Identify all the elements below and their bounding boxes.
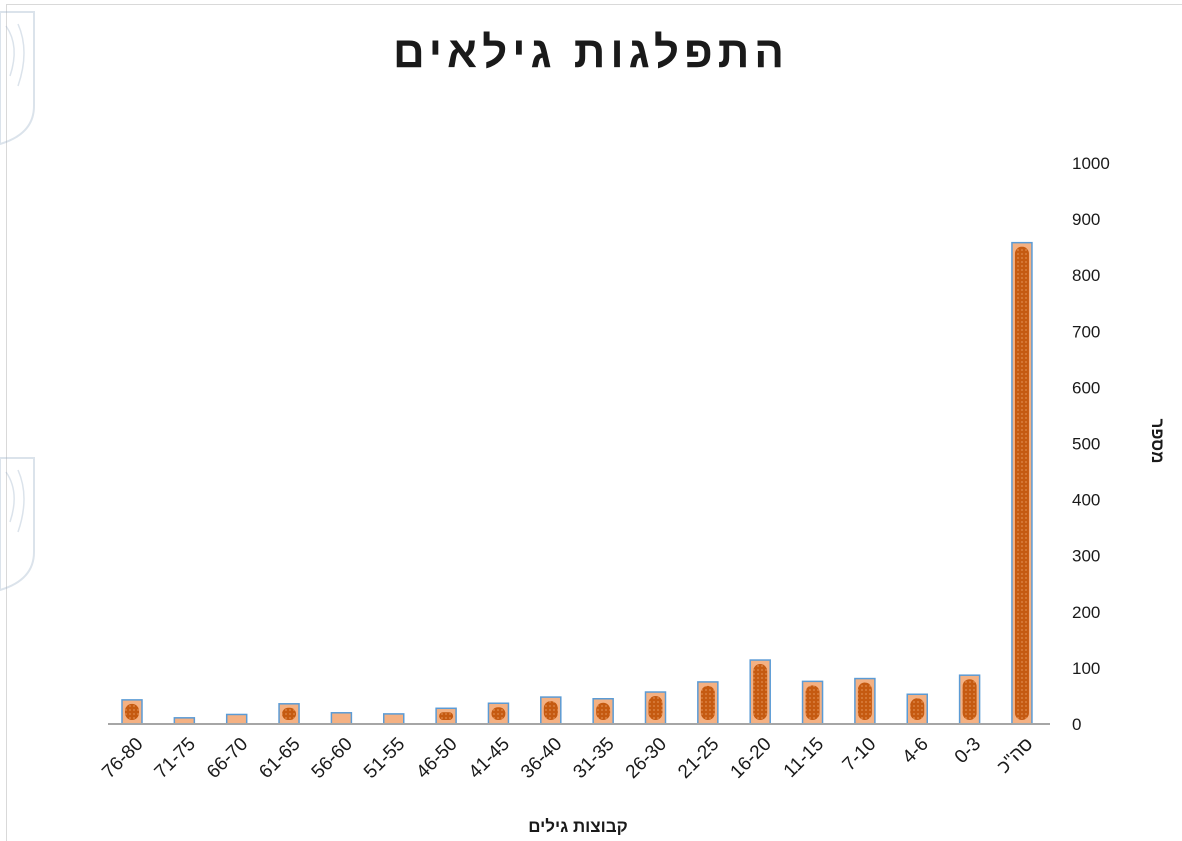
x-tick-label: 76-80 — [98, 734, 147, 783]
bar-inner-fill — [805, 685, 820, 720]
bar-inner-fill — [857, 682, 872, 720]
x-tick-label: 51-55 — [360, 734, 409, 783]
bar-inner-fill — [910, 698, 925, 720]
y-tick-label: 100 — [1072, 659, 1100, 678]
x-tick-label: 16-20 — [727, 734, 776, 783]
y-tick-label: 1000 — [1072, 154, 1110, 173]
x-tick-label: 56-60 — [308, 734, 357, 783]
x-tick-label: 7-10 — [839, 734, 881, 776]
y-tick-label: 300 — [1072, 547, 1100, 566]
bar-inner-fill — [596, 702, 611, 720]
y-axis-label: מספר — [1148, 419, 1167, 464]
x-tick-label: 11-15 — [780, 734, 828, 782]
y-tick-label: 200 — [1072, 603, 1100, 622]
bar-inner-fill — [700, 685, 715, 720]
x-axis-label: קבוצות גילים — [528, 817, 628, 836]
x-tick-label: 41-45 — [465, 734, 514, 783]
emblem-watermark — [0, 457, 35, 592]
y-tick-label: 500 — [1072, 435, 1100, 454]
bar — [330, 712, 353, 725]
y-tick-label: 0 — [1072, 715, 1081, 734]
y-tick-label: 400 — [1072, 491, 1100, 510]
x-tick-label: 21-25 — [674, 734, 723, 783]
x-tick-label: סה"כ — [994, 734, 1038, 778]
chart-title: התפלגות גילאים — [392, 28, 790, 77]
bar-inner-fill — [491, 707, 506, 720]
x-tick-label: 66-70 — [203, 734, 252, 783]
bar-inner-fill — [1014, 246, 1029, 721]
x-tick-label: 0-3 — [951, 734, 985, 768]
bar-inner-fill — [282, 707, 297, 720]
chart-frame — [6, 4, 1182, 841]
x-tick-label: 71-75 — [151, 734, 200, 783]
bar-inner-fill — [439, 712, 454, 720]
x-tick-label: 31-35 — [569, 734, 618, 783]
emblem-watermark — [0, 11, 35, 146]
bar-inner-fill — [962, 679, 977, 720]
x-tick-label: 36-40 — [517, 734, 566, 783]
x-tick-label: 4-6 — [899, 734, 933, 768]
y-tick-label: 600 — [1072, 378, 1100, 397]
y-tick-label: 700 — [1072, 322, 1100, 341]
bar — [225, 713, 248, 725]
y-tick-label: 900 — [1072, 210, 1100, 229]
y-tick-label: 800 — [1072, 266, 1100, 285]
x-tick-label: 26-30 — [622, 734, 671, 783]
x-tick-label: 46-50 — [412, 734, 461, 783]
bar-inner-fill — [648, 696, 663, 720]
x-tick-label: 61-65 — [255, 734, 304, 783]
bar-inner-fill — [753, 664, 768, 720]
bar-inner-fill — [125, 703, 139, 720]
bar — [383, 713, 405, 725]
bar-inner-fill — [543, 701, 558, 720]
